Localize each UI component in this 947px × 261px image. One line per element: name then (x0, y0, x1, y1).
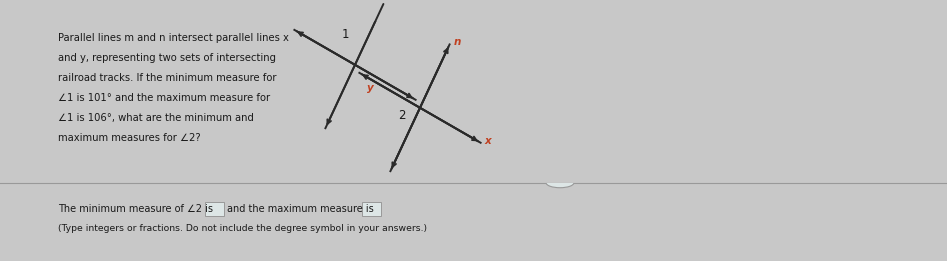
Text: and y, representing two sets of intersecting: and y, representing two sets of intersec… (58, 53, 276, 63)
Text: 2: 2 (399, 109, 405, 122)
Ellipse shape (546, 178, 574, 188)
Text: 1: 1 (341, 28, 348, 41)
Text: (Type integers or fractions. Do not include the degree symbol in your answers.): (Type integers or fractions. Do not incl… (58, 224, 427, 233)
Text: ∠1 is 106°, what are the minimum and: ∠1 is 106°, what are the minimum and (58, 113, 254, 123)
FancyBboxPatch shape (362, 202, 381, 216)
Text: Parallel lines m and n intersect parallel lines x: Parallel lines m and n intersect paralle… (58, 33, 289, 43)
Text: maximum measures for ∠2?: maximum measures for ∠2? (58, 133, 201, 143)
Text: and the maximum measure is: and the maximum measure is (227, 204, 374, 214)
Text: y: y (366, 83, 373, 93)
Text: x: x (485, 136, 491, 146)
Text: ∠1 is 101° and the maximum measure for: ∠1 is 101° and the maximum measure for (58, 93, 270, 103)
Text: railroad tracks. If the minimum measure for: railroad tracks. If the minimum measure … (58, 73, 277, 83)
FancyBboxPatch shape (205, 202, 223, 216)
Text: The minimum measure of ∠2 is: The minimum measure of ∠2 is (58, 204, 213, 214)
Text: n: n (454, 37, 461, 48)
